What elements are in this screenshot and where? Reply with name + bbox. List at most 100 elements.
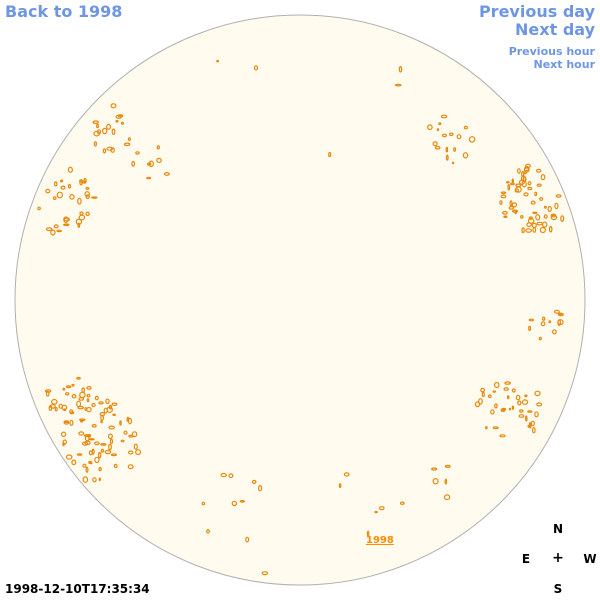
contour-spot	[374, 510, 378, 514]
contour-spot	[499, 434, 506, 438]
next-day-link[interactable]: Next day	[515, 20, 595, 39]
contour-spot	[500, 191, 507, 195]
contour-spot	[88, 438, 95, 441]
contour-spot	[63, 223, 70, 226]
next-hour-link[interactable]: Next hour	[533, 58, 596, 71]
contour-spot	[251, 479, 257, 484]
contour-spot	[111, 128, 116, 135]
contour-spot	[527, 186, 533, 191]
contour-spot	[547, 206, 552, 213]
contour-spot	[115, 114, 123, 119]
contour-spot	[220, 472, 227, 478]
contour-spot	[76, 453, 83, 456]
contour-spot	[69, 419, 74, 426]
contour-spot	[156, 157, 162, 163]
contour-spot	[536, 221, 543, 226]
contour-spot	[60, 431, 67, 438]
contour-spot	[91, 402, 96, 408]
contour-spot	[524, 394, 528, 398]
compass-south: S	[553, 582, 563, 596]
contour-spot	[456, 134, 462, 140]
contour-spot	[432, 478, 439, 485]
contour-spot	[45, 390, 50, 397]
contour-spot	[436, 128, 440, 132]
contour-spot	[104, 449, 112, 455]
contour-spot	[98, 401, 104, 405]
contour-spot	[366, 530, 370, 537]
contour-spot	[131, 160, 136, 167]
contour-spot	[84, 407, 88, 411]
contour-spot	[86, 386, 92, 390]
contour-spot	[75, 218, 83, 225]
contour-spot	[98, 467, 102, 472]
contour-spot	[156, 145, 160, 150]
contour-spot	[525, 163, 531, 169]
previous-hour-link[interactable]: Previous hour	[508, 45, 595, 58]
contour-spot	[509, 200, 513, 207]
contour-spot	[507, 183, 511, 191]
contour-spot	[534, 191, 538, 197]
contour-spot	[524, 415, 528, 422]
contour-spot	[64, 392, 70, 396]
contour-spot	[398, 66, 403, 73]
contour-spot	[63, 216, 69, 224]
contour-spot	[444, 478, 448, 485]
contour-spot	[506, 395, 510, 400]
contour-spot	[115, 119, 119, 123]
contour-spot	[110, 103, 117, 109]
contour-spot	[505, 181, 510, 184]
contour-spot	[443, 494, 451, 501]
contour-spot	[448, 132, 454, 137]
contour-spot	[517, 168, 521, 174]
contour-spot	[56, 229, 62, 233]
contour-spot	[434, 145, 441, 150]
contour-spot	[131, 431, 138, 438]
solar-disk	[14, 14, 586, 586]
contour-spot	[504, 381, 511, 385]
contour-spot	[82, 463, 87, 468]
contour-spot	[432, 141, 438, 147]
contour-spot	[111, 402, 118, 406]
contour-spot	[468, 136, 476, 143]
contour-spot	[511, 405, 515, 410]
contour-spot	[100, 419, 103, 424]
contour-spot	[93, 441, 100, 446]
contour-spot	[535, 214, 541, 221]
contour-spot	[99, 411, 106, 417]
magnetic-contours	[37, 59, 565, 576]
contour-spot	[542, 316, 546, 321]
contour-spot	[77, 197, 82, 205]
contour-spot	[531, 427, 536, 434]
contour-spot	[50, 229, 56, 236]
contour-spot	[536, 183, 542, 187]
contour-spot	[540, 174, 546, 181]
contour-spot	[528, 216, 533, 220]
previous-day-link[interactable]: Previous day	[478, 2, 595, 21]
contour-spot	[89, 461, 93, 465]
contour-spot	[510, 182, 515, 186]
contour-spot	[343, 472, 350, 477]
contour-spot	[37, 206, 41, 211]
contour-spot	[394, 83, 402, 87]
contour-spot	[553, 309, 560, 314]
contour-spot	[106, 123, 112, 130]
contour-spot	[493, 381, 500, 389]
contour-spot	[94, 456, 100, 464]
contour-spot	[58, 403, 63, 409]
year-marker-link[interactable]: 1998	[366, 535, 394, 546]
contour-spot	[113, 463, 118, 469]
contour-spot	[67, 166, 74, 173]
contour-spot	[560, 215, 565, 223]
contour-spot	[127, 464, 134, 470]
contour-spot	[84, 440, 91, 446]
contour-spot	[530, 200, 536, 205]
contour-spot	[245, 536, 250, 543]
contour-spot	[500, 194, 507, 199]
contour-spot	[60, 185, 66, 190]
contour-spot	[525, 228, 532, 233]
contour-spot	[83, 434, 91, 438]
contour-spot	[105, 398, 110, 405]
contour-spot	[399, 501, 405, 505]
contour-spot	[148, 160, 154, 168]
back-to-year-link[interactable]: Back to 1998	[5, 2, 123, 21]
